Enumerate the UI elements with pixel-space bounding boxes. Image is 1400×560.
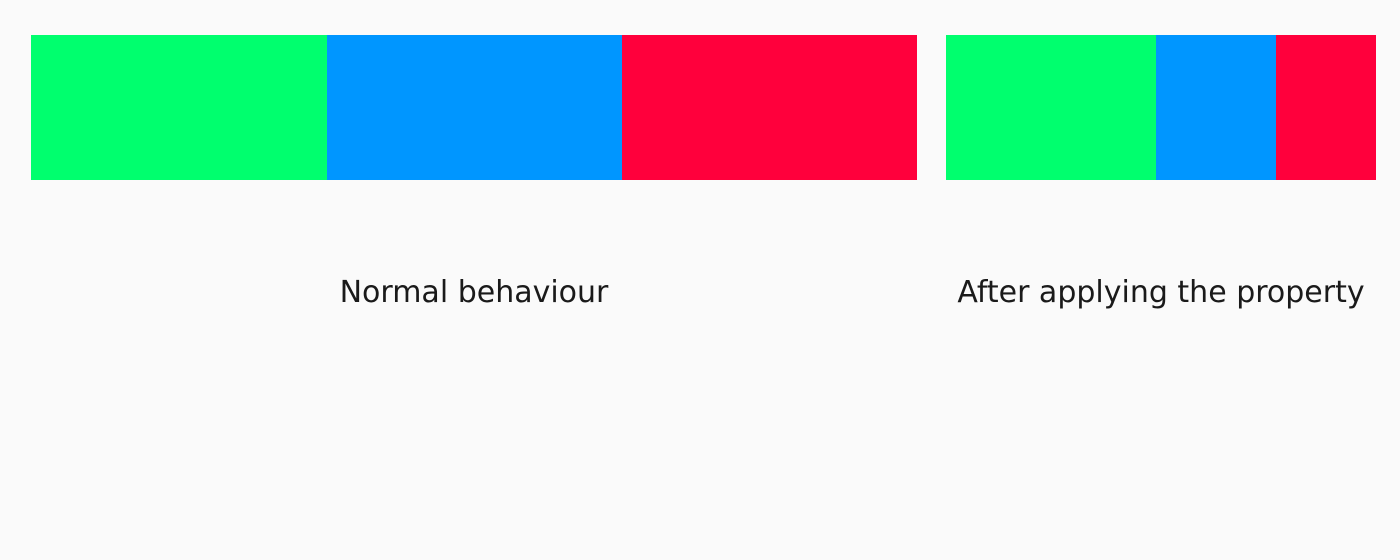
after-property-caption: After applying the property xyxy=(957,275,1365,310)
after-property-strip xyxy=(946,35,1376,180)
normal-behaviour-caption: Normal behaviour xyxy=(339,275,609,310)
normal-behaviour-panel xyxy=(31,35,917,180)
normal-behaviour-strip xyxy=(31,35,917,180)
normal-green-block xyxy=(31,35,327,180)
normal-red-block xyxy=(622,35,917,180)
after-property-panel xyxy=(946,35,1376,180)
after-blue-block xyxy=(1156,35,1276,180)
normal-blue-block xyxy=(327,35,622,180)
after-red-block xyxy=(1276,35,1376,180)
after-green-block xyxy=(946,35,1156,180)
